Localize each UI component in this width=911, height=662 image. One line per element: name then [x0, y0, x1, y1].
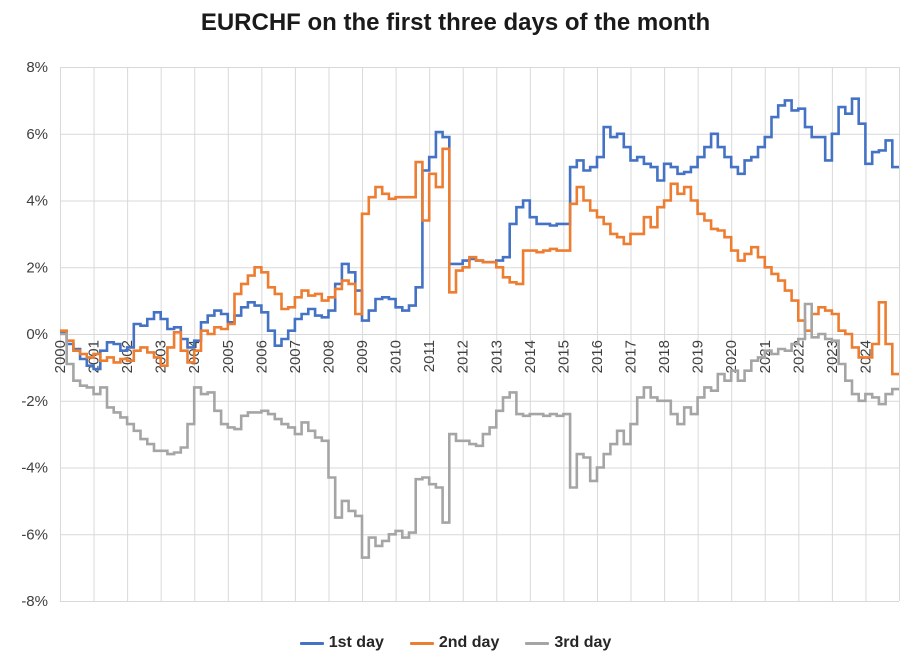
y-axis-tick-labels: 8% 6% 4% 2% 0% -2% -4% -6% -8%	[21, 59, 48, 610]
x-tick-label: 2018	[656, 340, 673, 373]
y-tick-label: 8%	[26, 59, 48, 76]
y-tick-label: -6%	[21, 526, 48, 543]
x-tick-label: 2015	[555, 340, 572, 373]
y-tick-label: 4%	[26, 193, 48, 210]
legend-item-2nd-day: 2nd day	[409, 634, 500, 652]
y-tick-label: 0%	[26, 326, 48, 343]
x-tick-label: 2007	[287, 340, 304, 373]
series-line-2nd-day	[60, 147, 899, 376]
legend-item-3rd-day: 3rd day	[525, 634, 611, 652]
x-tick-label: 2023	[824, 340, 841, 373]
x-tick-label: 2011	[421, 340, 438, 372]
y-tick-label: 2%	[26, 259, 48, 276]
x-tick-label: 2008	[320, 340, 337, 373]
y-tick-label: -8%	[21, 593, 48, 610]
x-tick-label: 2022	[790, 340, 807, 373]
x-tick-label: 2000	[52, 340, 69, 373]
y-tick-label: -4%	[21, 460, 48, 477]
x-tick-label: 2020	[723, 340, 740, 373]
legend-label: 2nd day	[438, 634, 500, 651]
y-tick-label: -2%	[21, 393, 48, 410]
legend-line-swatch-gray	[525, 641, 550, 645]
x-tick-label: 2009	[354, 340, 371, 373]
x-tick-label: 2013	[488, 340, 505, 373]
legend-label: 3rd day	[554, 634, 612, 651]
x-tick-label: 2006	[253, 340, 270, 373]
x-tick-label: 2010	[388, 340, 405, 373]
x-tick-label: 2017	[623, 340, 640, 373]
x-tick-label: 2005	[220, 340, 237, 373]
legend-line-swatch-orange	[409, 641, 434, 645]
legend-label: 1st day	[328, 634, 384, 651]
chart-legend: 1st day 2nd day 3rd day	[0, 634, 911, 652]
x-tick-label: 2016	[589, 340, 606, 373]
x-tick-label: 2012	[455, 340, 472, 373]
x-tick-label: 2019	[690, 340, 707, 373]
x-tick-label: 2014	[522, 340, 539, 373]
series-line-1st-day	[60, 97, 899, 371]
legend-item-1st-day: 1st day	[299, 634, 384, 652]
chart-title: EURCHF on the first three days of the mo…	[200, 9, 711, 36]
y-tick-label: 6%	[26, 126, 48, 143]
series-line-3rd-day	[60, 302, 899, 559]
gridlines	[60, 67, 900, 602]
legend-line-swatch-blue	[299, 641, 324, 645]
